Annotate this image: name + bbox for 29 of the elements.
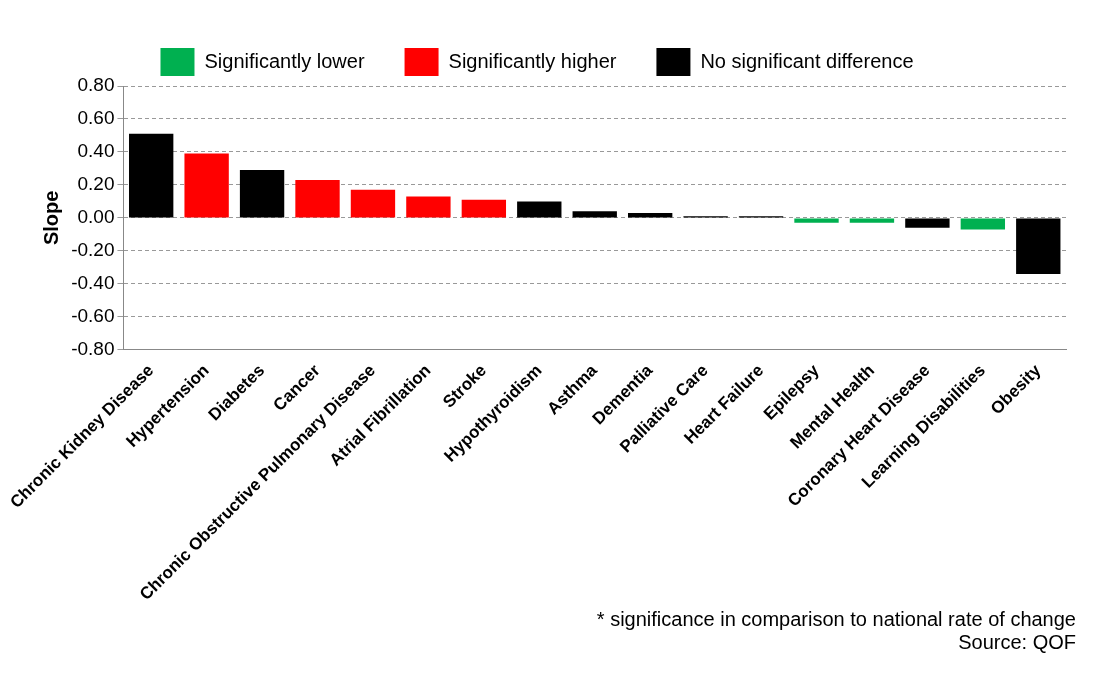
bar — [406, 196, 451, 218]
legend-label: Significantly lower — [204, 49, 365, 72]
bar — [239, 170, 285, 218]
y-tick-label: -0.20 — [71, 239, 115, 261]
text: * significance in comparison to national rate of change — [595, 608, 1077, 631]
bar — [129, 133, 174, 218]
bar — [184, 153, 229, 218]
bar — [905, 218, 950, 228]
bar — [849, 218, 895, 223]
bar — [1016, 218, 1061, 274]
bar — [960, 218, 1006, 230]
legend-label: No significant difference — [700, 49, 914, 72]
bar — [794, 218, 839, 223]
y-tick-label: 0.80 — [77, 74, 115, 96]
y-tick-label: -0.60 — [71, 305, 115, 327]
y-axis-title: Slope — [39, 190, 62, 246]
bar — [350, 189, 396, 218]
bar — [517, 201, 562, 218]
y-tick-label: -0.80 — [71, 338, 115, 360]
bar — [572, 211, 617, 218]
bar — [295, 179, 340, 218]
y-tick-label: 0.20 — [77, 173, 115, 195]
legend-label: Significantly higher — [448, 49, 617, 72]
y-tick-label: 0.00 — [77, 206, 115, 228]
bar — [461, 199, 507, 218]
y-tick-label: -0.40 — [71, 272, 115, 294]
y-tick-label: 0.60 — [77, 107, 115, 129]
source-note: Source: QOF — [957, 631, 1077, 654]
y-tick-label: 0.40 — [77, 140, 115, 162]
